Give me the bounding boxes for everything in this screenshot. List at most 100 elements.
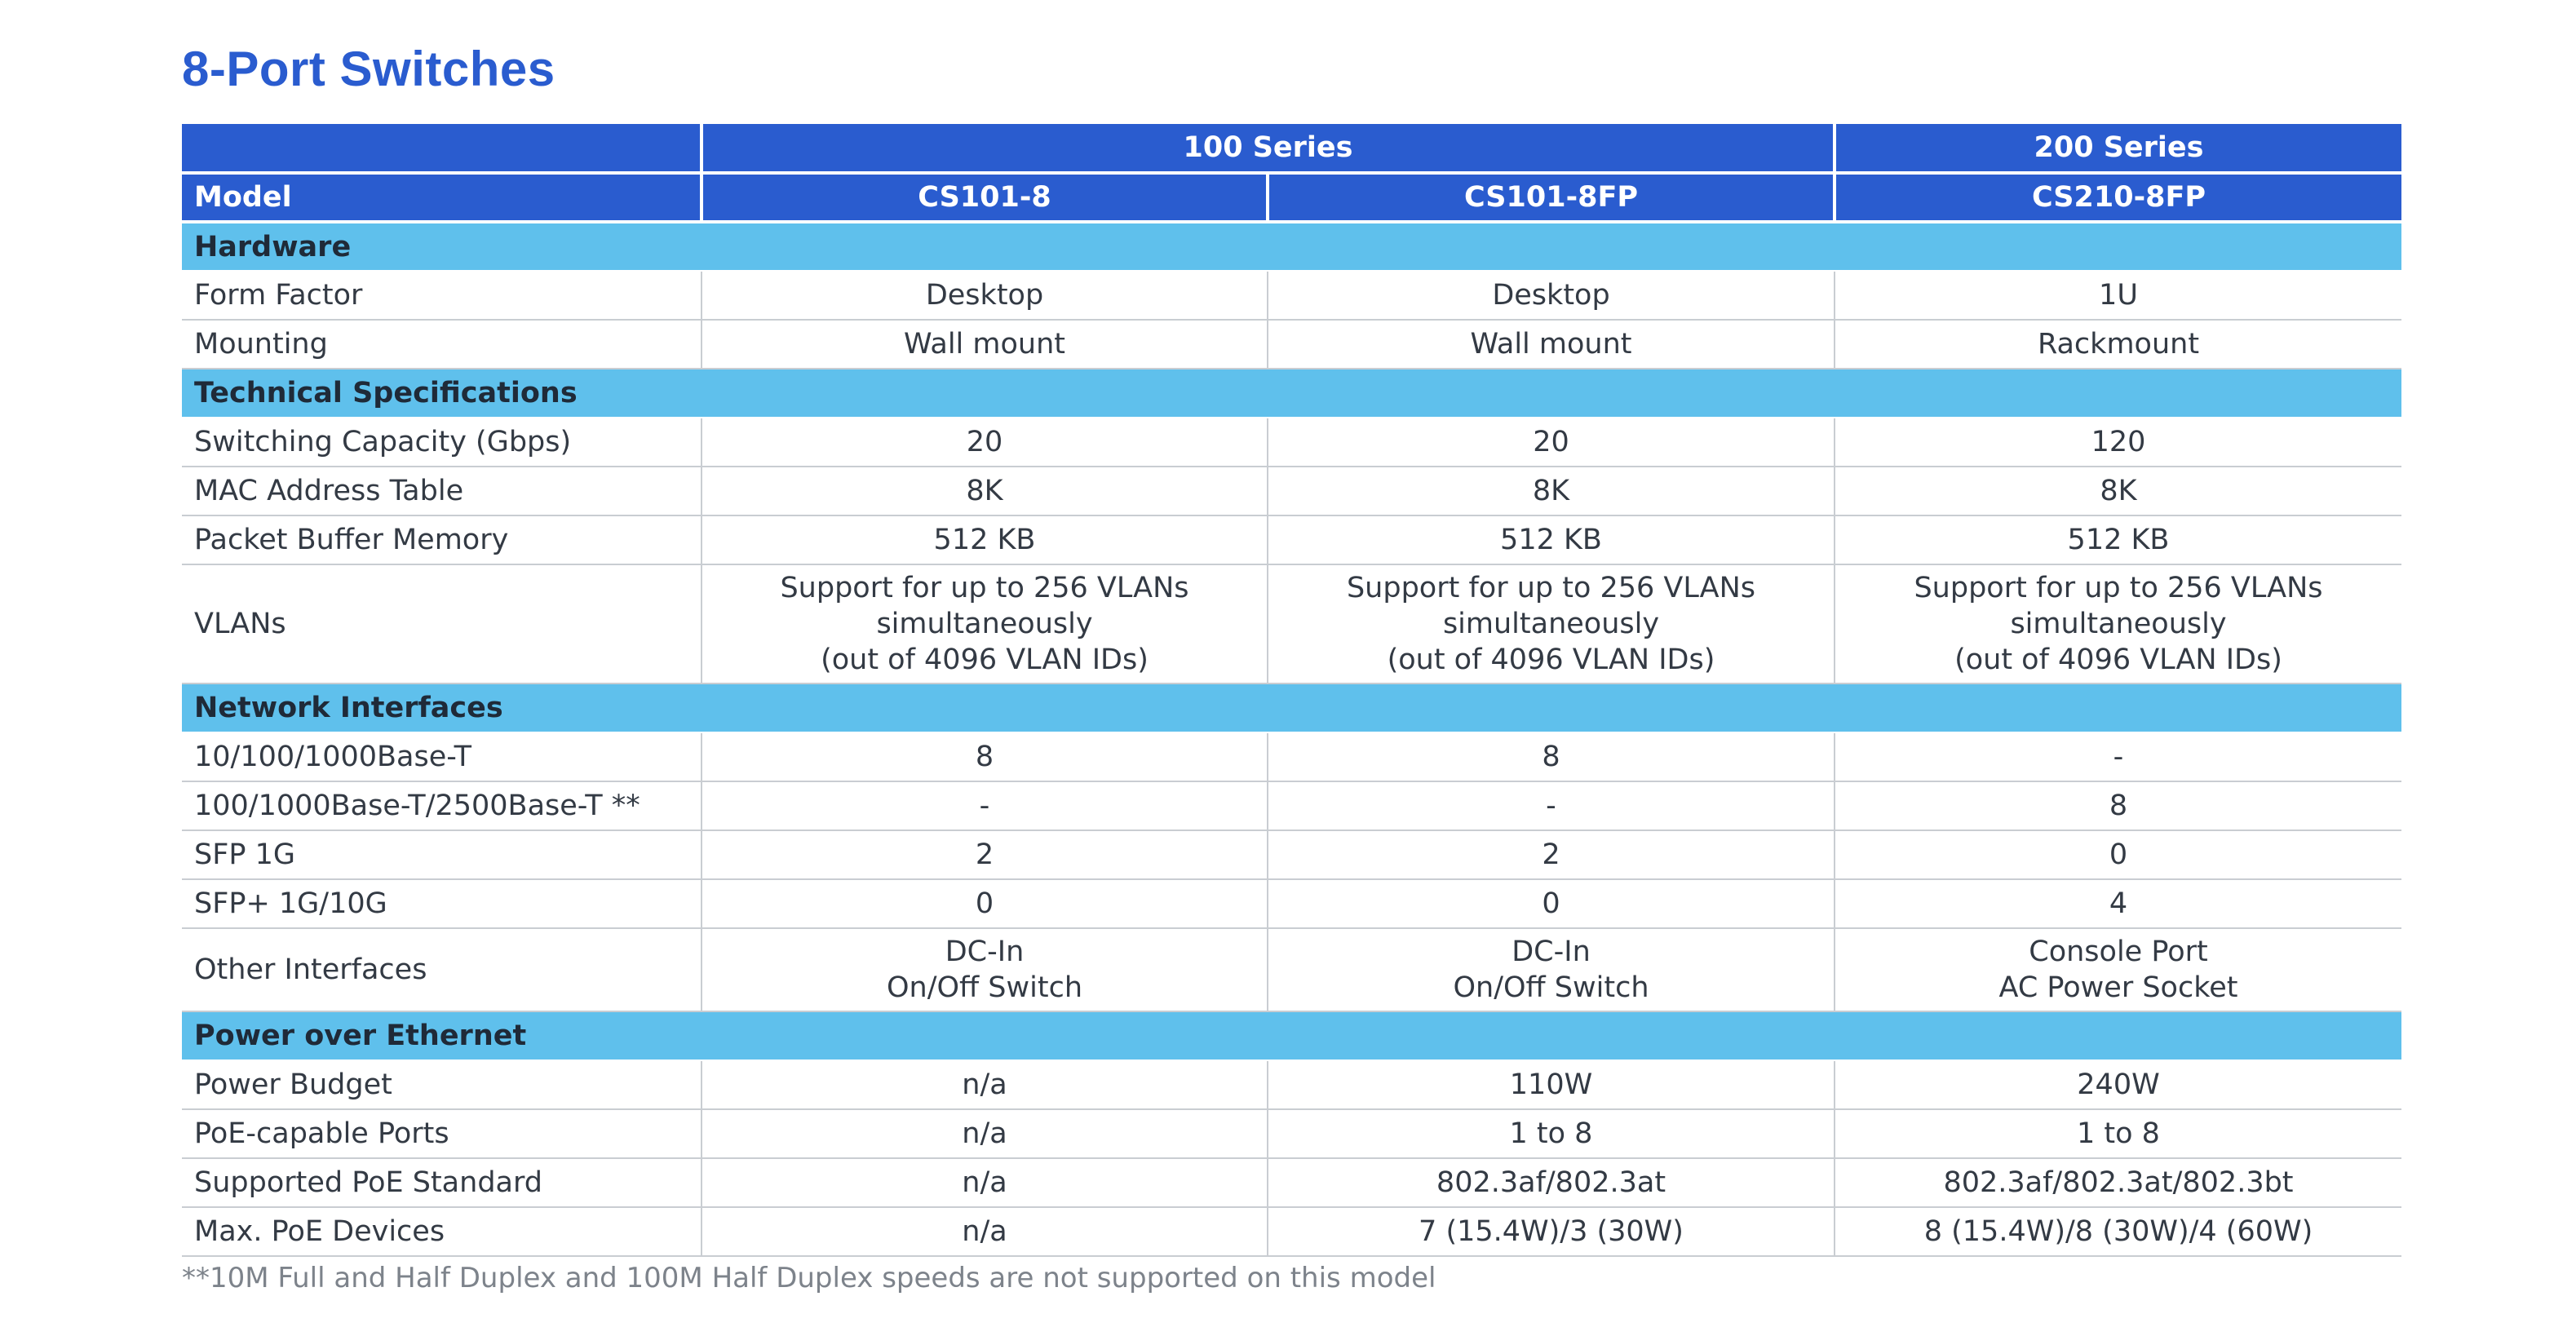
cell-value: 8 (701, 732, 1268, 782)
cell-value: 20 (1267, 418, 1835, 467)
cell-value: 0 (701, 879, 1268, 929)
series-header-empty (182, 124, 702, 175)
section-power-over-ethernet: Power over Ethernet (182, 1011, 2401, 1061)
cell-value: - (1267, 781, 1835, 831)
cell-value: Desktop (1267, 271, 1835, 321)
table-row: MAC Address Table 8K 8K 8K (182, 467, 2401, 516)
cell-value: 0 (1267, 879, 1835, 929)
section-title: Hardware (182, 222, 2401, 272)
cell-value: n/a (701, 1109, 1268, 1159)
cell-value: 8 (15.4W)/8 (30W)/4 (60W) (1834, 1207, 2401, 1257)
cell-value: n/a (701, 1060, 1268, 1110)
cell-value: 802.3af/802.3at (1267, 1158, 1835, 1208)
cell-value: Rackmount (1834, 320, 2401, 369)
table-row: Switching Capacity (Gbps) 20 20 120 (182, 418, 2401, 467)
cell-text: Support for up to 256 VLANs simultaneous… (780, 572, 1189, 676)
cell-value: 1 to 8 (1834, 1109, 2401, 1159)
row-label: Supported PoE Standard (182, 1158, 702, 1208)
series-200-header: 200 Series (1833, 124, 2401, 175)
table-row: SFP 1G 2 2 0 (182, 830, 2401, 880)
table-row: Form Factor Desktop Desktop 1U (182, 271, 2401, 321)
cell-value: 8K (1267, 467, 1835, 516)
series-header-row: 100 Series 200 Series (182, 124, 2401, 175)
row-label: 10/100/1000Base-T (182, 732, 702, 782)
table-row: Mounting Wall mount Wall mount Rackmount (182, 320, 2401, 369)
row-label: Form Factor (182, 271, 702, 321)
cell-value: 1U (1834, 271, 2401, 321)
model-header-cs101-8fp: CS101-8FP (1266, 173, 1835, 223)
section-hardware: Hardware (182, 222, 2401, 272)
spec-table: 100 Series 200 Series Model CS101-8 CS10… (182, 124, 2401, 1257)
cell-value: - (1834, 732, 2401, 782)
cell-value: Support for up to 256 VLANs simultaneous… (1834, 564, 2401, 684)
row-label: SFP 1G (182, 830, 702, 880)
row-label: Packet Buffer Memory (182, 515, 702, 565)
section-title: Network Interfaces (182, 683, 2401, 733)
cell-text: Support for up to 256 VLANs simultaneous… (1346, 572, 1756, 676)
cell-value: Support for up to 256 VLANs simultaneous… (701, 564, 1268, 684)
cell-text: DC-In On/Off Switch (1453, 936, 1649, 1004)
cell-value: Console Port AC Power Socket (1834, 928, 2401, 1012)
cell-value: n/a (701, 1158, 1268, 1208)
cell-value: 8K (701, 467, 1268, 516)
cell-value: Desktop (701, 271, 1268, 321)
row-label: SFP+ 1G/10G (182, 879, 702, 929)
table-row: Other Interfaces DC-In On/Off Switch DC-… (182, 928, 2401, 1012)
section-technical-specifications: Technical Specifications (182, 369, 2401, 418)
table-row: Max. PoE Devices n/a 7 (15.4W)/3 (30W) 8… (182, 1207, 2401, 1257)
row-label: Mounting (182, 320, 702, 369)
cell-text: Support for up to 256 VLANs simultaneous… (1914, 572, 2323, 676)
model-header-row: Model CS101-8 CS101-8FP CS210-8FP (182, 173, 2401, 223)
cell-value: 4 (1834, 879, 2401, 929)
table-row: Packet Buffer Memory 512 KB 512 KB 512 K… (182, 515, 2401, 565)
table-row: Supported PoE Standard n/a 802.3af/802.3… (182, 1158, 2401, 1208)
model-label: Model (182, 173, 702, 223)
row-label: Switching Capacity (Gbps) (182, 418, 702, 467)
cell-value: 0 (1834, 830, 2401, 880)
cell-text: Console Port AC Power Socket (1998, 936, 2238, 1004)
row-label: Other Interfaces (182, 928, 702, 1012)
cell-value: 512 KB (1834, 515, 2401, 565)
row-label: Max. PoE Devices (182, 1207, 702, 1257)
cell-value: 8 (1267, 732, 1835, 782)
table-row: PoE-capable Ports n/a 1 to 8 1 to 8 (182, 1109, 2401, 1159)
cell-value: 8 (1834, 781, 2401, 831)
table-row: Power Budget n/a 110W 240W (182, 1060, 2401, 1110)
cell-value: 8K (1834, 467, 2401, 516)
cell-value: Wall mount (701, 320, 1268, 369)
table-row: 100/1000Base-T/2500Base-T ** - - 8 (182, 781, 2401, 831)
cell-value: 120 (1834, 418, 2401, 467)
cell-value: 512 KB (1267, 515, 1835, 565)
cell-value: Wall mount (1267, 320, 1835, 369)
cell-value: Support for up to 256 VLANs simultaneous… (1267, 564, 1835, 684)
page-title: 8-Port Switches (182, 42, 555, 96)
cell-value: DC-In On/Off Switch (1267, 928, 1835, 1012)
cell-value: 20 (701, 418, 1268, 467)
row-label: PoE-capable Ports (182, 1109, 702, 1159)
cell-value: 1 to 8 (1267, 1109, 1835, 1159)
cell-value: 240W (1834, 1060, 2401, 1110)
cell-value: 2 (701, 830, 1268, 880)
model-header-cs210-8fp: CS210-8FP (1833, 173, 2401, 223)
cell-value: 512 KB (701, 515, 1268, 565)
cell-value: 2 (1267, 830, 1835, 880)
table-row: SFP+ 1G/10G 0 0 4 (182, 879, 2401, 929)
row-label: VLANs (182, 564, 702, 684)
row-label: 100/1000Base-T/2500Base-T ** (182, 781, 702, 831)
cell-value: 802.3af/802.3at/802.3bt (1834, 1158, 2401, 1208)
footnote: **10M Full and Half Duplex and 100M Half… (182, 1262, 1436, 1294)
model-header-cs101-8: CS101-8 (700, 173, 1268, 223)
section-title: Technical Specifications (182, 369, 2401, 418)
cell-value: - (701, 781, 1268, 831)
cell-value: 110W (1267, 1060, 1835, 1110)
row-label: MAC Address Table (182, 467, 702, 516)
section-network-interfaces: Network Interfaces (182, 683, 2401, 733)
cell-value: n/a (701, 1207, 1268, 1257)
table-row: VLANs Support for up to 256 VLANs simult… (182, 564, 2401, 684)
cell-value: 7 (15.4W)/3 (30W) (1267, 1207, 1835, 1257)
series-100-header: 100 Series (700, 124, 1835, 175)
cell-text: DC-In On/Off Switch (886, 936, 1083, 1004)
row-label: Power Budget (182, 1060, 702, 1110)
table-row: 10/100/1000Base-T 8 8 - (182, 732, 2401, 782)
cell-value: DC-In On/Off Switch (701, 928, 1268, 1012)
